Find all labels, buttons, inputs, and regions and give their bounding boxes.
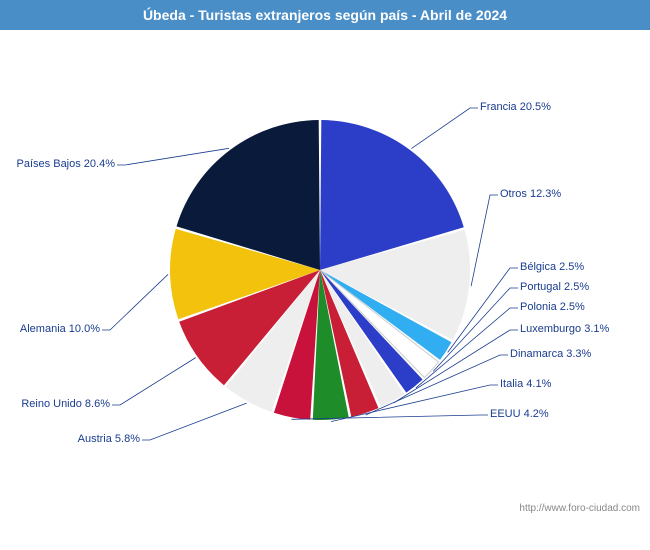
leader-line [142, 403, 247, 440]
slice-label-italia: Italia 4.1% [500, 379, 551, 390]
slice-label-portugal: Portugal 2.5% [520, 282, 589, 293]
slice-label-países-bajos: Países Bajos 20.4% [17, 159, 115, 170]
leader-line [471, 195, 498, 286]
leader-line [112, 358, 196, 405]
slice-label-luxemburgo: Luxemburgo 3.1% [520, 324, 609, 335]
slice-label-austria: Austria 5.8% [78, 434, 140, 445]
slice-label-francia: Francia 20.5% [480, 102, 551, 113]
slice-label-eeuu: EEUU 4.2% [490, 409, 549, 420]
leader-line [411, 108, 478, 149]
slice-label-reino-unido: Reino Unido 8.6% [21, 399, 110, 410]
slice-label-otros: Otros 12.3% [500, 189, 561, 200]
source-footer: http://www.foro-ciudad.com [519, 503, 640, 514]
pie-chart-area: Francia 20.5% Otros 12.3% Bélgica 2.5% Port… [0, 30, 650, 520]
slice-label-alemania: Alemania 10.0% [20, 324, 100, 335]
slice-label-dinamarca: Dinamarca 3.3% [510, 349, 591, 360]
chart-title: Úbeda - Turistas extranjeros según país … [0, 0, 650, 30]
leader-line [102, 274, 168, 330]
slice-label-polonia: Polonia 2.5% [520, 302, 585, 313]
pie-chart-svg [0, 30, 650, 520]
leader-line [117, 148, 229, 165]
slice-label-bélgica: Bélgica 2.5% [520, 262, 584, 273]
